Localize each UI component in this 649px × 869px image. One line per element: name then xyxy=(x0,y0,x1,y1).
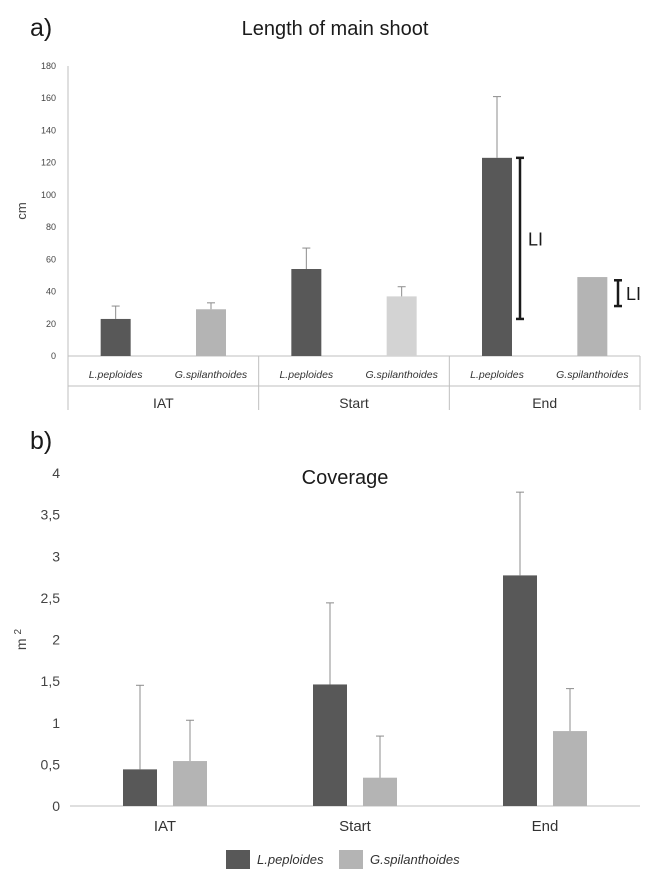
bar xyxy=(313,684,347,806)
bar xyxy=(503,575,537,806)
y-tick-label: 2,5 xyxy=(41,590,61,606)
y-tick-label: 180 xyxy=(41,61,56,71)
chart-a: a) Length of main shoot cm 0 20 40 60 80 100 120 1… xyxy=(14,14,641,411)
bar xyxy=(386,296,417,356)
y-tick-label: 3,5 xyxy=(41,507,61,523)
legend-label: G.spilanthoides xyxy=(370,852,460,867)
y-tick-label: 60 xyxy=(46,254,56,264)
y-tick-label: 140 xyxy=(41,125,56,135)
y-tick-label: 4 xyxy=(52,465,60,481)
y-axis-label-superscript: 2 xyxy=(13,629,24,635)
y-tick-label: 40 xyxy=(46,287,56,297)
legend-swatch xyxy=(226,850,250,869)
y-tick-label: 160 xyxy=(41,93,56,103)
y-tick-label: 0,5 xyxy=(41,756,61,772)
y-tick-label: 0 xyxy=(51,351,56,361)
bar xyxy=(123,769,157,806)
x-subcategory-label: L.peploides xyxy=(89,369,143,381)
chart-b: b) Coverage m 2 0 0,5 1 1,5 2 2,5 3 3,5 4 IAT Start En… xyxy=(13,427,640,835)
legend-label: L.peploides xyxy=(257,852,324,867)
legend: L.peploides G.spilanthoides xyxy=(226,850,460,869)
chart-title: Coverage xyxy=(302,467,389,489)
y-tick-label: 0 xyxy=(52,798,60,814)
x-category-label: End xyxy=(532,395,557,411)
bar xyxy=(363,777,397,806)
y-tick-label: 20 xyxy=(46,319,56,329)
bar xyxy=(196,309,226,356)
y-tick-label: 80 xyxy=(46,222,56,232)
y-tick-label: 1 xyxy=(52,715,60,731)
x-subcategory-label: G.spilanthoides xyxy=(175,369,248,381)
x-category-label: Start xyxy=(339,395,369,411)
bar xyxy=(482,157,512,356)
y-axis-label: cm xyxy=(14,202,29,219)
li-label: LI xyxy=(528,229,543,249)
x-category-label: Start xyxy=(339,818,372,835)
li-label: LI xyxy=(626,284,641,304)
x-subcategory-label: L.peploides xyxy=(279,369,333,381)
x-subcategory-label: G.spilanthoides xyxy=(365,369,438,381)
bar xyxy=(577,277,608,356)
x-category-label: IAT xyxy=(153,395,174,411)
chart-title: Length of main shoot xyxy=(242,18,429,40)
bar xyxy=(291,269,322,356)
y-tick-label: 3 xyxy=(52,548,60,564)
y-tick-label: 120 xyxy=(41,158,56,168)
y-axis-label: m 2 xyxy=(13,629,29,651)
x-category-label: End xyxy=(532,818,559,835)
y-tick-label: 2 xyxy=(52,632,60,648)
y-tick-label: 1,5 xyxy=(41,673,61,689)
x-category-label: IAT xyxy=(154,818,176,835)
y-axis-label-base: m xyxy=(13,635,29,651)
y-tick-label: 100 xyxy=(41,190,56,200)
x-subcategory-label: G.spilanthoides xyxy=(556,369,629,381)
bar xyxy=(173,761,207,806)
panel-label-b: b) xyxy=(30,427,52,455)
bar xyxy=(553,731,587,806)
x-subcategory-label: L.peploides xyxy=(470,369,524,381)
legend-swatch xyxy=(339,850,363,869)
bar xyxy=(100,318,131,356)
panel-label-a: a) xyxy=(30,14,52,42)
